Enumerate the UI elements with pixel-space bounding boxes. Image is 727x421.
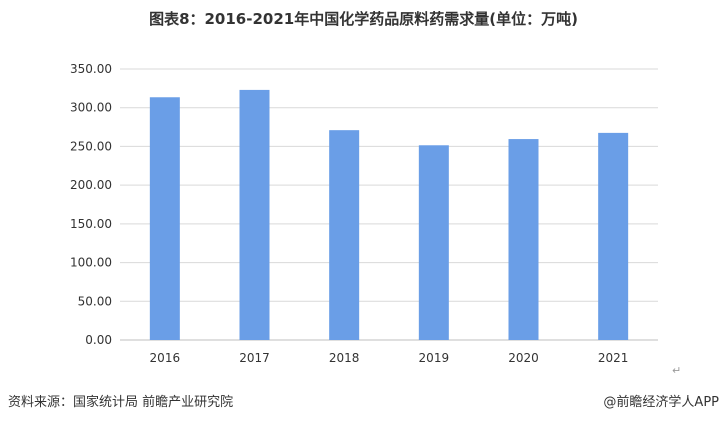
- chart-title: 图表8：2016-2021年中国化学药品原料药需求量(单位：万吨): [149, 10, 578, 28]
- bars: [149, 89, 629, 340]
- y-tick-label: 0.00: [85, 333, 112, 347]
- bar-2017: [239, 89, 270, 340]
- y-tick-label: 100.00: [70, 256, 112, 270]
- x-tick-label: 2018: [329, 351, 360, 365]
- x-tick-label: 2017: [239, 351, 270, 365]
- y-tick-label: 150.00: [70, 217, 112, 231]
- x-tick-label: 2016: [150, 351, 181, 365]
- bar-2016: [149, 97, 180, 340]
- brand-label: @前瞻经济学人APP: [603, 395, 719, 410]
- x-tick-label: 2021: [598, 351, 629, 365]
- bar-2021: [598, 132, 629, 340]
- gridlines: [120, 68, 658, 341]
- bar-2020: [508, 139, 539, 340]
- x-tick-label: 2019: [419, 351, 450, 365]
- x-axis-ticks: 2016 2017 2018 2019 2020 2021: [150, 351, 629, 365]
- return-mark: ↵: [672, 364, 682, 377]
- y-tick-label: 300.00: [70, 101, 112, 115]
- bar-2019: [418, 145, 449, 340]
- bar-2018: [329, 130, 360, 340]
- y-tick-label: 350.00: [70, 62, 112, 76]
- y-tick-label: 250.00: [70, 139, 112, 153]
- y-tick-label: 200.00: [70, 178, 112, 192]
- source-note: 资料来源：国家统计局 前瞻产业研究院: [8, 395, 234, 410]
- x-tick-label: 2020: [508, 351, 539, 365]
- y-tick-label: 50.00: [78, 294, 112, 308]
- y-axis-ticks: 0.00 50.00 100.00 150.00 200.00 250.00 300.00 3…: [70, 62, 112, 347]
